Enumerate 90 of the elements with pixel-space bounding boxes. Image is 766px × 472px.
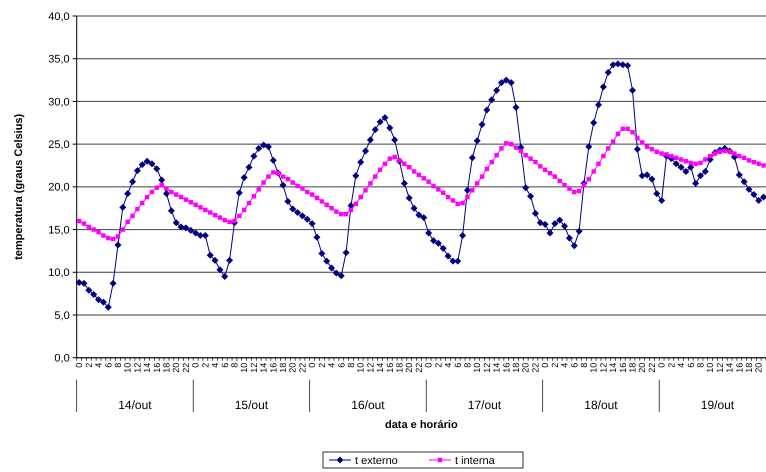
x-tick-label: 10: [705, 362, 716, 373]
x-tick-label: 22: [180, 362, 191, 373]
y-tick-label: 10,0: [48, 267, 70, 280]
x-tick-label: 2: [200, 362, 210, 368]
x-tick-label: 14: [724, 362, 735, 373]
x-tick-label: 22: [297, 362, 308, 373]
text: 17/out: [468, 398, 502, 412]
x-tick-label: 10: [588, 362, 599, 373]
x-tick-label: 12: [132, 362, 142, 373]
text: 19/out: [700, 398, 735, 412]
y-tick-label: 15,0: [48, 224, 70, 236]
x-tick-label: 16: [734, 362, 744, 373]
text: 15/out: [234, 398, 269, 412]
text: 14/out: [118, 398, 152, 412]
x-tick-label: 2: [84, 362, 94, 368]
x-tick-label: 4: [326, 362, 337, 368]
x-axis-title: data e horário: [384, 419, 458, 431]
x-tick-label: 20: [637, 362, 648, 373]
x-tick-label: 14: [142, 362, 152, 373]
x-tick-label: 18: [394, 362, 405, 373]
y-tick-label: 30,0: [48, 96, 70, 108]
x-tick-label: 22: [530, 362, 540, 373]
x-tick-label: 4: [560, 362, 570, 368]
x-tick-label: 0: [307, 362, 318, 368]
x-tick-label: 10: [356, 362, 366, 373]
x-tick-label: 0: [424, 362, 434, 368]
x-tick-label: 20: [404, 362, 414, 373]
y-tick-label: 5,0: [54, 310, 70, 322]
x-tick-label: 8: [112, 362, 123, 368]
x-tick-label: 6: [569, 362, 580, 368]
x-tick-label: 6: [220, 362, 230, 368]
x-tick-label: 12: [365, 362, 376, 373]
x-tick-label: 20: [171, 362, 182, 373]
x-tick-label: 16: [268, 362, 278, 373]
x-tick-label: 0: [656, 362, 667, 368]
x-tick-label: 16: [152, 362, 162, 373]
x-tick-label: 4: [210, 362, 220, 368]
x-tick-label: 12: [714, 362, 725, 373]
x-tick-label: 16: [384, 362, 395, 373]
x-tick-label: 4: [443, 362, 454, 368]
x-tick-label: 8: [462, 362, 472, 368]
text: 16/out: [351, 398, 386, 412]
x-tick-label: 22: [646, 362, 657, 373]
x-tick-label: 12: [598, 362, 608, 373]
x-tick-label: 10: [122, 362, 133, 373]
y-tick-label: 40,0: [48, 10, 70, 23]
x-tick-label: 10: [239, 362, 250, 373]
x-tick-label: 6: [686, 362, 696, 368]
x-tick-label: 8: [346, 362, 356, 368]
x-tick-label: 2: [550, 362, 560, 368]
x-tick-label: 14: [258, 362, 269, 373]
legend-label: t interna: [455, 454, 496, 467]
y-tick-label: 35,0: [48, 54, 70, 66]
x-tick-label: 2: [666, 362, 676, 368]
x-tick-label: 6: [103, 362, 114, 368]
x-tick-label: 6: [336, 362, 346, 368]
x-tick-label: 2: [316, 362, 327, 368]
x-tick-label: 8: [578, 362, 589, 368]
text: 18/out: [584, 398, 618, 412]
x-tick-label: 22: [414, 362, 424, 373]
x-tick-label: 0: [74, 362, 84, 368]
x-tick-label: 18: [744, 362, 754, 373]
x-tick-label: 6: [452, 362, 463, 368]
x-tick-label: 18: [628, 362, 638, 373]
x-tick-label: 20: [288, 362, 298, 373]
y-tick-label: 0,0: [54, 352, 70, 365]
y-tick-label: 20,0: [48, 182, 70, 194]
x-tick-label: 18: [278, 362, 288, 373]
x-tick-label: 0: [540, 362, 550, 368]
x-tick-label: 18: [511, 362, 522, 373]
x-tick-label: 16: [501, 362, 512, 373]
x-tick-label: 14: [608, 362, 618, 373]
x-tick-label: 18: [162, 362, 172, 373]
y-axis-title: temperatura (graus Celsius): [13, 113, 25, 260]
x-tick-label: 4: [676, 362, 686, 368]
x-tick-label: 20: [754, 362, 764, 373]
x-tick-label: 8: [695, 362, 706, 368]
x-tick-label: 4: [94, 362, 104, 368]
x-tick-label: 14: [375, 362, 386, 373]
x-tick-label: 10: [472, 362, 482, 373]
x-tick-label: 12: [482, 362, 492, 373]
x-tick-label: 12: [248, 362, 259, 373]
x-tick-label: 0: [190, 362, 201, 368]
x-tick-label: 16: [618, 362, 628, 373]
x-tick-label: 2: [433, 362, 444, 368]
legend-label: t externo: [355, 454, 398, 467]
x-tick-label: 8: [229, 362, 240, 368]
x-tick-label: 14: [492, 362, 502, 373]
y-tick-label: 25,0: [48, 138, 70, 151]
x-tick-label: 20: [520, 362, 531, 373]
